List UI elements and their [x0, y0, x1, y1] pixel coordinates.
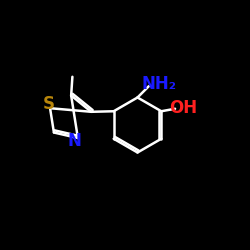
Text: OH: OH	[169, 98, 197, 116]
Text: NH₂: NH₂	[142, 75, 177, 93]
Text: N: N	[67, 132, 81, 150]
Text: S: S	[43, 96, 55, 114]
